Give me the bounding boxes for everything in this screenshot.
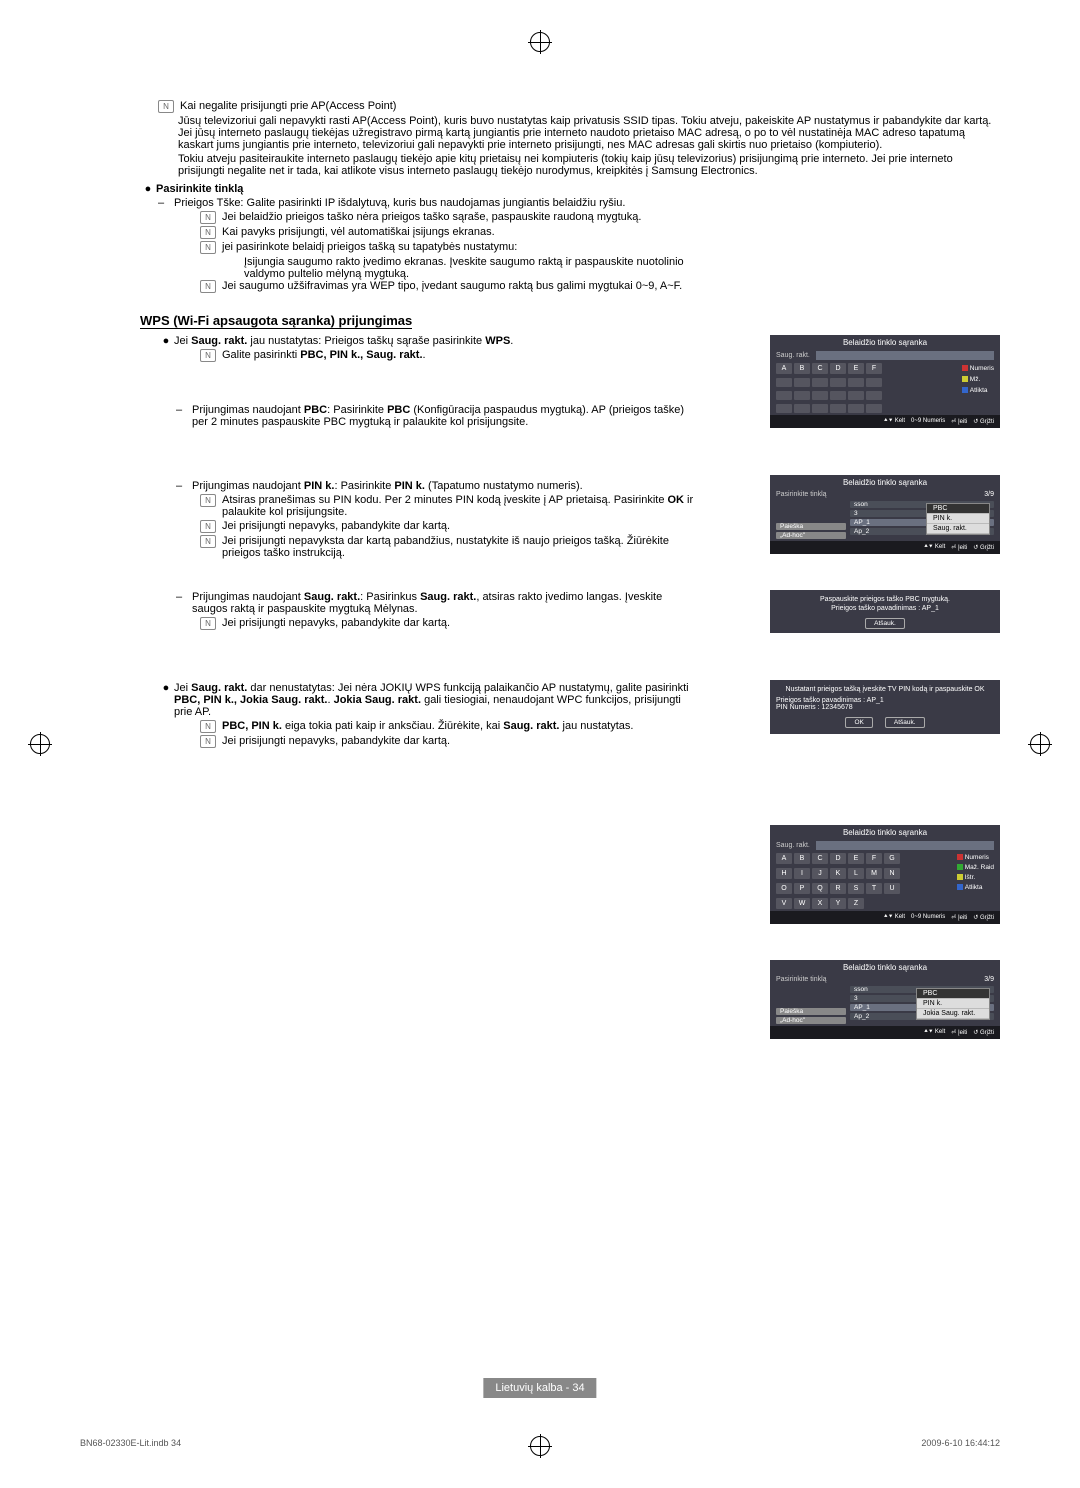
body-text: Jei Saug. rakt. jau nustatytas: Prieigos…	[174, 335, 513, 347]
registration-mark	[530, 32, 550, 52]
body-text: Prijungimas naudojant Saug. rakt.: Pasir…	[192, 591, 700, 615]
note-icon: N	[158, 100, 174, 113]
page-number-label: Lietuvių kalba - 34	[483, 1378, 596, 1398]
note-icon: N	[200, 720, 216, 733]
note-icon: N	[200, 494, 216, 507]
body-text: Jei saugumo užšifravimas yra WEP tipo, į…	[222, 280, 682, 293]
body-text: jei pasirinkote belaidį prieigos tašką s…	[222, 241, 517, 254]
registration-mark	[30, 734, 50, 754]
body-text: Jei prisijungti nepavyks, pabandykite da…	[222, 617, 450, 630]
bullet-icon: ●	[158, 682, 174, 718]
section-heading: WPS (Wi-Fi apsaugota sąranka) prijungima…	[140, 313, 412, 329]
body-text: Jei prisijungti nepavyks, pabandykite da…	[222, 520, 450, 533]
note-icon: N	[200, 211, 216, 224]
registration-mark	[1030, 734, 1050, 754]
body-text: Jei Saug. rakt. dar nenustatytas: Jei nė…	[174, 682, 700, 718]
body-text: Jei prisijungti nepavyksta dar kartą pab…	[222, 535, 700, 559]
note-icon: N	[200, 520, 216, 533]
body-text: Prieigos Tške: Galite pasirinkti IP išda…	[174, 197, 625, 209]
shot-title: Belaidžio tinklo sąranka	[770, 960, 1000, 975]
note-icon: N	[200, 241, 216, 254]
tv-screenshot-keyboard: Belaidžio tinklo sąranka Saug. rakt. A B…	[770, 335, 1000, 428]
dash-icon: –	[158, 197, 174, 209]
tv-screenshot-full-keyboard: Belaidžio tinklo sąranka Saug. rakt. ABC…	[770, 825, 1000, 924]
body-text: Kai pavyks prisijungti, vėl automatiškai…	[222, 226, 495, 239]
note-icon: N	[200, 226, 216, 239]
note-icon: N	[200, 349, 216, 362]
tv-screenshot-network-list-nokey: Belaidžio tinklo sąranka Pasirinkite tin…	[770, 960, 1000, 1039]
note-icon: N	[200, 735, 216, 748]
body-text: Tokiu atveju pasiteiraukite interneto pa…	[140, 153, 1000, 177]
shot-title: Belaidžio tinklo sąranka	[770, 825, 1000, 840]
body-text: Įsijungia saugumo rakto įvedimo ekranas.…	[140, 256, 700, 280]
dash-icon: –	[176, 480, 192, 492]
body-text: Galite pasirinkti PBC, PIN k., Saug. rak…	[222, 349, 426, 362]
body-text: Atsiras pranešimas su PIN kodu. Per 2 mi…	[222, 494, 700, 518]
body-text: Jei prisijungti nepavyks, pabandykite da…	[222, 735, 450, 748]
body-text: Jūsų televizoriui gali nepavykti rasti A…	[140, 115, 1000, 151]
registration-mark	[530, 1436, 550, 1456]
body-text: Prijungimas naudojant PIN k.: Pasirinkit…	[192, 480, 583, 492]
note-icon: N	[200, 280, 216, 293]
tv-screenshot-network-list: Belaidžio tinklo sąranka Pasirinkite tin…	[770, 475, 1000, 554]
bullet-icon: ●	[158, 335, 174, 347]
body-text: PBC, PIN k. eiga tokia pati kaip ir anks…	[222, 720, 633, 733]
subheading: Pasirinkite tinklą	[156, 183, 243, 195]
tv-screenshot-pbc: Paspauskite prieigos taško PBC mygtuką. …	[770, 590, 1000, 633]
tv-screenshot-pin: Nustatant prieigos tašką įveskite TV PIN…	[770, 680, 1000, 734]
bullet-icon: ●	[140, 183, 156, 195]
footer-timestamp: 2009-6-10 16:44:12	[921, 1438, 1000, 1448]
shot-title: Belaidžio tinklo sąranka	[770, 335, 1000, 350]
note-icon: N	[200, 535, 216, 548]
dash-icon: –	[176, 404, 192, 428]
body-text: Prijungimas naudojant PBC: Pasirinkite P…	[192, 404, 700, 428]
shot-title: Belaidžio tinklo sąranka	[770, 475, 1000, 490]
body-text: Kai negalite prisijungti prie AP(Access …	[180, 100, 396, 113]
dash-icon: –	[176, 591, 192, 615]
note-icon: N	[200, 617, 216, 630]
body-text: Jei belaidžio prieigos taško nėra prieig…	[222, 211, 641, 224]
footer-filename: BN68-02330E-Lit.indb 34	[80, 1438, 181, 1448]
